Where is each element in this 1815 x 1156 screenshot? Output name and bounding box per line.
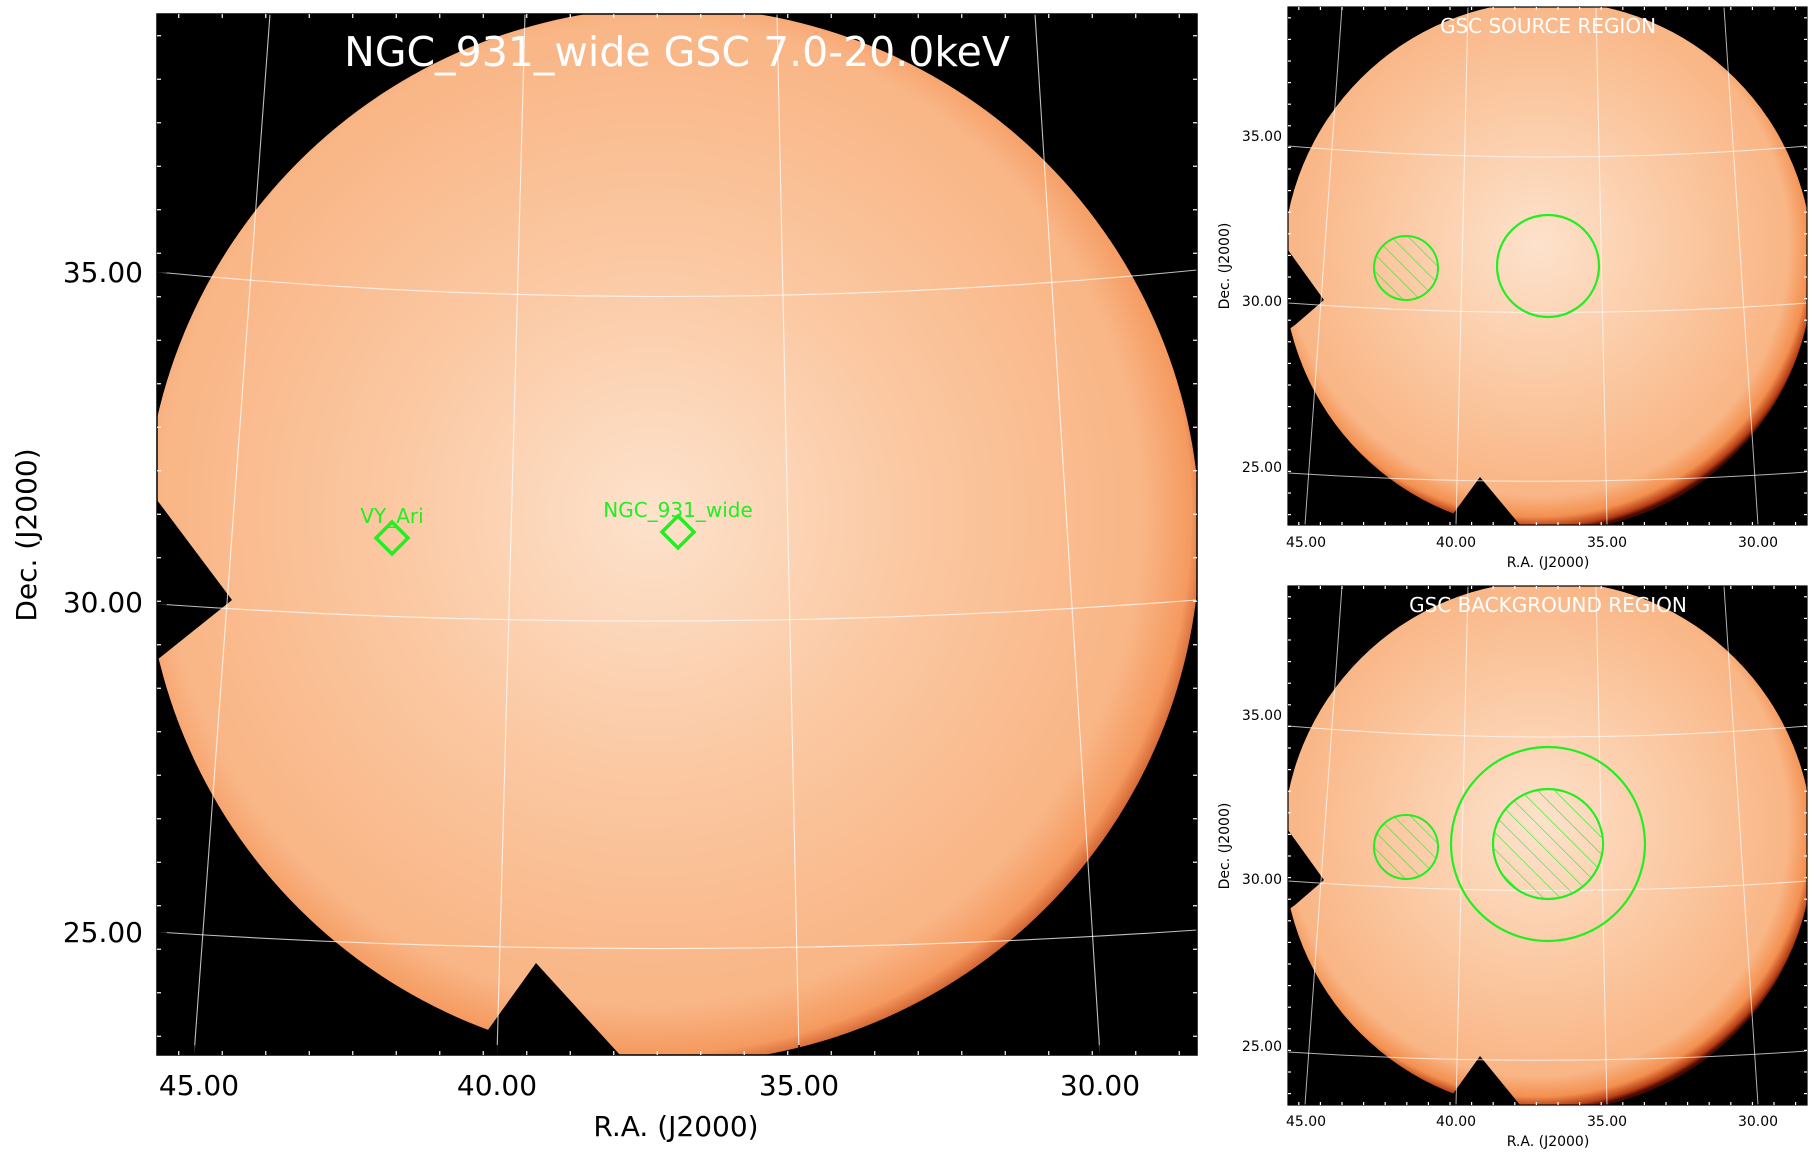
main-image: VY_Ari NGC_931_wide NGC_931_wide GSC 7.0… (157, 14, 1197, 1055)
background-xtick-label: 45.00 (1286, 1114, 1326, 1130)
source-mask-notch-bottom (1445, 477, 1520, 525)
main-wcs-grid (157, 14, 1197, 1055)
source-extraction-circle (1495, 213, 1601, 319)
source-ytick-label: 25.00 (1242, 460, 1282, 476)
source-marker-vy-ari (373, 519, 411, 557)
main-xaxis-label: R.A. (J2000) (593, 1110, 758, 1143)
source-mask-notch-left (1288, 250, 1324, 330)
source-region-panel: GSC SOURCE REGION 45.00 40.00 35.00 30.0… (1217, 6, 1808, 571)
source-label-ngc-931-wide: NGC_931_wide (603, 498, 753, 522)
main-source-markers: VY_Ari NGC_931_wide (360, 498, 753, 557)
main-exposure-disk (157, 14, 1197, 1055)
background-annulus-inner-excluded (1491, 787, 1605, 901)
background-xtick-label: 35.00 (1587, 1114, 1627, 1130)
source-marker-ngc-931-wide (659, 513, 697, 551)
background-mask-notch-bottom (1445, 1056, 1520, 1105)
source-xtick-label: 40.00 (1436, 535, 1476, 551)
source-exposure-disk (1288, 7, 1807, 525)
main-title: NGC_931_wide GSC 7.0-20.0keV (344, 28, 1010, 76)
main-ytick-label: 30.00 (63, 586, 143, 619)
main-yaxis-label: Dec. (J2000) (10, 448, 43, 621)
source-panel-title: GSC SOURCE REGION (1440, 14, 1656, 38)
background-region-panel: GSC BACKGROUND REGION 45.00 40.00 35.00 … (1217, 585, 1808, 1150)
source-image: GSC SOURCE REGION (1288, 7, 1807, 525)
main-ytick-label: 25.00 (63, 916, 143, 949)
main-frame (156, 13, 1198, 1056)
main-xtick-label: 40.00 (457, 1069, 537, 1102)
background-xtick-label: 40.00 (1436, 1114, 1476, 1130)
main-ytick-label: 35.00 (63, 256, 143, 289)
source-excluded-region-vy-ari (1373, 235, 1439, 301)
source-frame (1287, 6, 1808, 526)
source-ytick-label: 30.00 (1242, 294, 1282, 310)
background-xaxis-label: R.A. (J2000) (1507, 1134, 1590, 1150)
background-yaxis-label: Dec. (J2000) (1217, 803, 1233, 890)
background-ytick-label: 25.00 (1242, 1039, 1282, 1055)
background-mask-notch-left (1288, 830, 1324, 910)
background-ytick-label: 35.00 (1242, 708, 1282, 724)
background-annulus-outer (1449, 745, 1647, 943)
source-wcs-grid (1288, 7, 1807, 525)
source-label-vy-ari: VY_Ari (360, 504, 423, 528)
main-mask-notch-bottom (470, 963, 620, 1055)
source-minor-ticks (1288, 7, 1807, 525)
main-xtick-label: 45.00 (159, 1069, 239, 1102)
background-frame (1287, 585, 1808, 1106)
main-mask-notch-left (157, 500, 232, 660)
main-minor-ticks (157, 14, 1197, 1055)
background-minor-ticks (1288, 586, 1807, 1105)
background-image: GSC BACKGROUND REGION (1288, 586, 1807, 1105)
source-xtick-label: 30.00 (1738, 535, 1778, 551)
source-xtick-label: 45.00 (1286, 535, 1326, 551)
background-excluded-region-vy-ari (1373, 814, 1439, 880)
background-panel-title: GSC BACKGROUND REGION (1409, 593, 1687, 617)
source-ytick-label: 35.00 (1242, 129, 1282, 145)
source-xaxis-label: R.A. (J2000) (1507, 555, 1590, 571)
background-xtick-label: 30.00 (1738, 1114, 1778, 1130)
source-xtick-label: 35.00 (1587, 535, 1627, 551)
source-yaxis-label: Dec. (J2000) (1217, 223, 1233, 310)
main-panel: VY_Ari NGC_931_wide NGC_931_wide GSC 7.0… (10, 13, 1198, 1143)
background-ytick-label: 30.00 (1242, 872, 1282, 888)
main-major-ticks (157, 271, 1101, 1055)
main-xtick-label: 35.00 (759, 1069, 839, 1102)
main-xtick-label: 30.00 (1060, 1069, 1140, 1102)
